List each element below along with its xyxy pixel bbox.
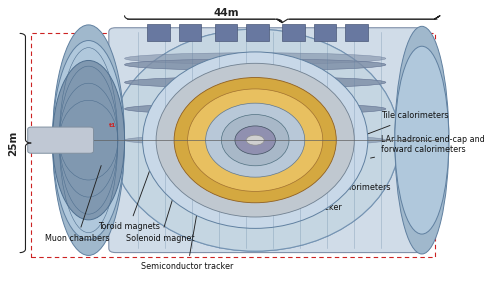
Text: Solenoid magnet: Solenoid magnet xyxy=(126,153,195,243)
Ellipse shape xyxy=(124,59,386,70)
Text: 25m: 25m xyxy=(8,130,18,156)
FancyBboxPatch shape xyxy=(28,127,93,153)
Ellipse shape xyxy=(174,78,336,203)
Ellipse shape xyxy=(246,135,264,145)
Ellipse shape xyxy=(206,103,305,177)
Ellipse shape xyxy=(53,60,124,220)
Text: Toroid magnets: Toroid magnets xyxy=(98,137,162,231)
Text: Pixel detector: Pixel detector xyxy=(249,145,338,172)
Ellipse shape xyxy=(111,29,399,251)
Text: 44m: 44m xyxy=(213,8,239,18)
FancyBboxPatch shape xyxy=(246,24,269,41)
Ellipse shape xyxy=(395,26,449,254)
Ellipse shape xyxy=(124,77,386,88)
FancyBboxPatch shape xyxy=(147,24,170,41)
Ellipse shape xyxy=(53,25,124,255)
Ellipse shape xyxy=(124,53,386,64)
Ellipse shape xyxy=(187,89,323,191)
Text: Tile calorimeters: Tile calorimeters xyxy=(362,112,449,136)
Text: Muon chambers: Muon chambers xyxy=(45,166,110,243)
FancyBboxPatch shape xyxy=(215,24,237,41)
Ellipse shape xyxy=(124,59,386,70)
Ellipse shape xyxy=(53,41,124,240)
Ellipse shape xyxy=(235,126,275,154)
FancyBboxPatch shape xyxy=(109,28,422,253)
Text: LAr electromagnetic calorimeters: LAr electromagnetic calorimeters xyxy=(249,157,391,192)
Ellipse shape xyxy=(124,77,386,88)
Bar xyxy=(31,33,435,257)
Ellipse shape xyxy=(156,63,354,217)
FancyBboxPatch shape xyxy=(179,24,201,41)
Ellipse shape xyxy=(395,46,449,234)
Text: t1: t1 xyxy=(109,123,116,128)
Ellipse shape xyxy=(124,103,386,115)
Ellipse shape xyxy=(111,29,399,251)
Text: LAr hadronic end-cap and
forward calorimeters: LAr hadronic end-cap and forward calorim… xyxy=(371,135,485,158)
Ellipse shape xyxy=(124,134,386,146)
Text: Transition radiation tracker: Transition radiation tracker xyxy=(228,155,341,212)
FancyBboxPatch shape xyxy=(314,24,336,41)
Ellipse shape xyxy=(221,114,289,166)
FancyBboxPatch shape xyxy=(282,24,305,41)
Ellipse shape xyxy=(124,103,386,115)
FancyBboxPatch shape xyxy=(345,24,368,41)
Ellipse shape xyxy=(142,52,368,229)
Text: Semiconductor tracker: Semiconductor tracker xyxy=(141,153,234,271)
